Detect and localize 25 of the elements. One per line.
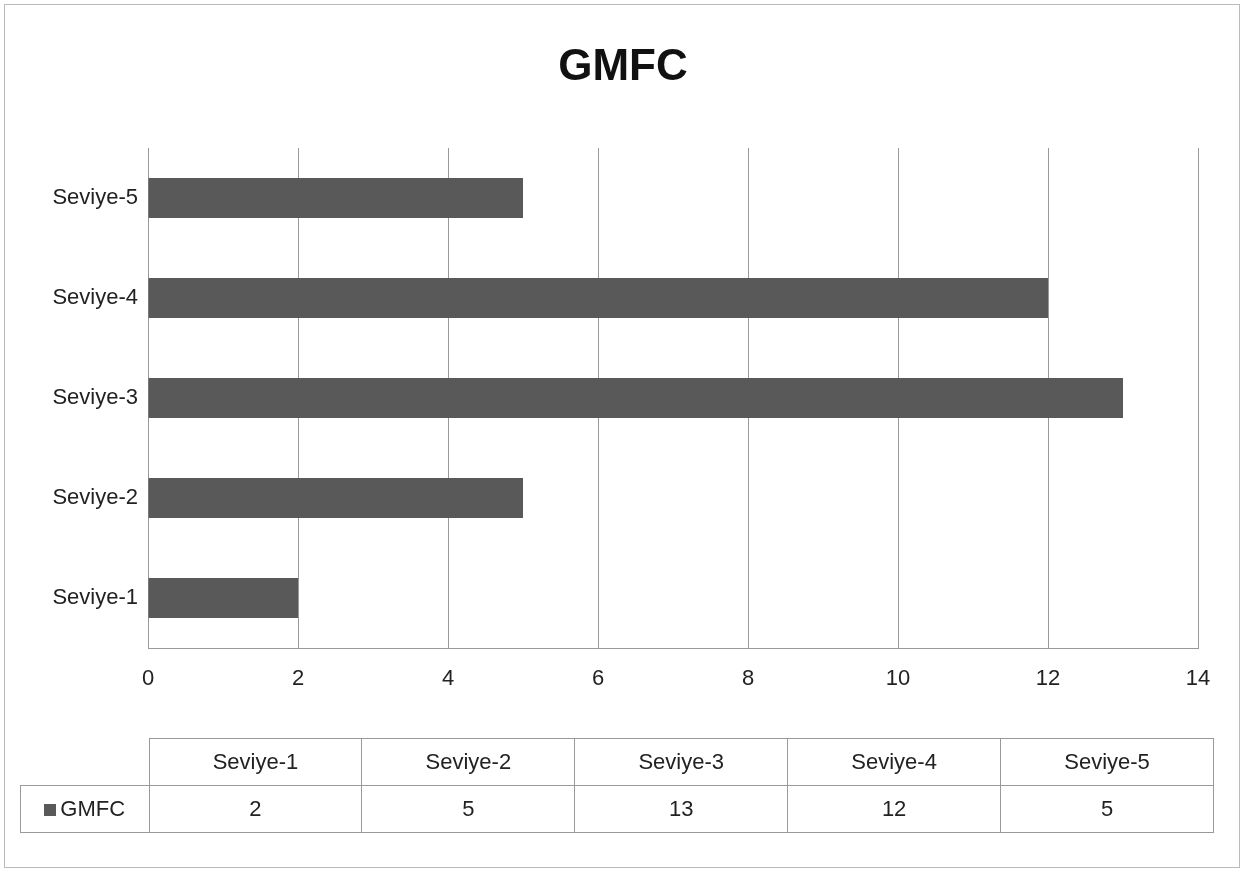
y-tick-label: Seviye-5 — [52, 184, 138, 210]
y-tick-label: Seviye-2 — [52, 484, 138, 510]
x-tick-label: 10 — [885, 665, 911, 691]
x-tick-label: 8 — [741, 665, 755, 691]
x-tick-label: 6 — [591, 665, 605, 691]
y-tick-label: Seviye-1 — [52, 584, 138, 610]
category-label: Seviye-1 — [212, 749, 299, 774]
legend-label: GMFC — [20, 785, 149, 833]
category-label: Seviye-2 — [425, 749, 512, 774]
x-tick-label: 12 — [1035, 665, 1061, 691]
text: 5 — [1000, 785, 1214, 833]
y-tick-label: Seviye-4 — [52, 284, 138, 310]
text: 12 — [787, 785, 1001, 833]
x-tick-label: 2 — [291, 665, 305, 691]
x-tick-label: 14 — [1185, 665, 1211, 691]
x-tick-label: 0 — [141, 665, 155, 691]
text: 2 — [149, 785, 362, 833]
category-label: Seviye-3 — [638, 749, 725, 774]
category-label: Seviye-5 — [1064, 749, 1150, 774]
text: 5 — [361, 785, 575, 833]
x-tick-label: 4 — [441, 665, 455, 691]
y-tick-label: Seviye-3 — [52, 384, 138, 410]
category-label: Seviye-4 — [851, 749, 937, 774]
text: 13 — [574, 785, 788, 833]
chart-title: GMFC — [557, 40, 689, 90]
